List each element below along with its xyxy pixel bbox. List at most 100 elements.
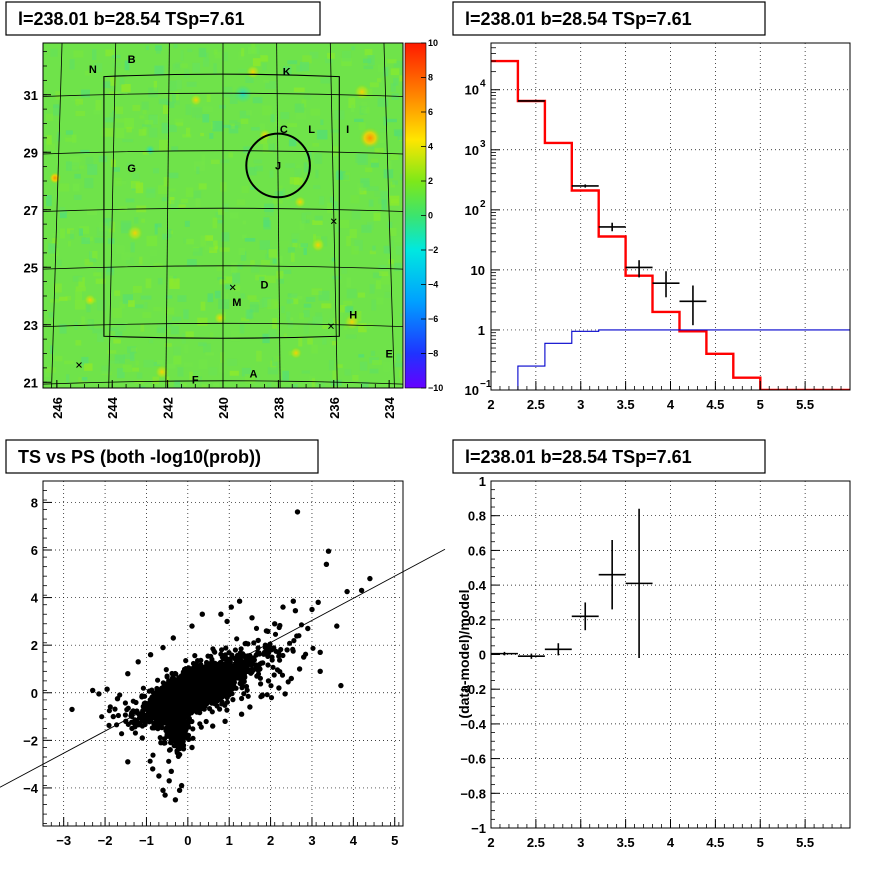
speckle-cell: [213, 240, 218, 250]
spectrum-grid: [490, 43, 850, 391]
speckle-cell: [322, 337, 327, 345]
speckle-cell: [84, 363, 93, 371]
y-tick-label: 10: [471, 263, 485, 278]
speckle-cell: [126, 257, 135, 265]
speckle-cell: [369, 186, 379, 191]
speckle-cell: [371, 162, 379, 168]
scatter-point: [104, 686, 110, 692]
residual-ylabel: (data-model)/model: [456, 589, 472, 718]
y-tick-exponent: 4: [480, 79, 486, 90]
hotspot: [344, 314, 360, 330]
target-circle: [245, 132, 311, 199]
scatter-point: [160, 644, 166, 651]
speckle-cell: [165, 363, 176, 369]
speckle-cell: [262, 297, 272, 308]
colorbar-tick-label: 2: [428, 176, 433, 186]
speckle-cell: [129, 352, 135, 361]
speckle-cell: [81, 356, 89, 366]
speckle-cell: [146, 235, 158, 247]
y-tick-label: 1: [478, 323, 485, 338]
speckle-cell: [86, 304, 91, 313]
y-tick-label: −4: [23, 781, 39, 796]
speckle-cell: [175, 387, 185, 388]
speckle-cell: [115, 331, 123, 338]
source-cross: [229, 284, 236, 291]
scatter-point: [176, 787, 183, 793]
speckle-cell: [233, 287, 240, 292]
scatter-point: [228, 604, 234, 610]
source-label-j: J: [275, 161, 281, 173]
speckle-cell: [53, 105, 61, 116]
speckle-cell: [173, 91, 179, 101]
scatter-point: [170, 635, 176, 641]
x-tick-label: 5.5: [796, 397, 814, 412]
y-tick-exponent: 2: [480, 199, 486, 210]
speckle-cell: [201, 384, 208, 388]
x-tick-label: 2: [487, 835, 494, 850]
speckle-cell: [75, 100, 79, 106]
speckle-cell: [241, 186, 249, 193]
speckle-cell: [322, 324, 329, 329]
speckle-cell: [113, 167, 120, 172]
scatter-point: [125, 671, 131, 677]
x-tick-label: 4: [350, 833, 358, 848]
speckle-cell: [121, 222, 131, 234]
speckle-cell: [112, 307, 122, 319]
speckle-cell: [312, 143, 319, 147]
y-tick-label: 0.2: [468, 613, 486, 628]
speckle-cell: [139, 115, 145, 119]
speckle-cell: [54, 355, 63, 362]
speckle-cell: [81, 89, 90, 98]
speckle-cell: [294, 103, 305, 113]
speckle-cell: [245, 76, 254, 83]
y-tick-label: 0: [479, 648, 486, 663]
speckle-cell: [173, 355, 182, 365]
speckle-cell: [81, 316, 85, 325]
speckle-cell: [267, 382, 272, 388]
speckle-cell: [102, 128, 114, 137]
scatter-point: [156, 773, 162, 779]
speckle-cell: [380, 191, 388, 199]
scatter-point: [294, 509, 301, 515]
source-label-i: I: [346, 124, 349, 136]
speckle-cell: [92, 49, 97, 60]
speckle-cell: [268, 329, 277, 338]
source-label-k: K: [283, 67, 291, 79]
speckle-cell: [343, 324, 348, 331]
y-tick-label: 1: [479, 474, 486, 489]
speckle-cell: [222, 203, 229, 212]
scatter-point: [309, 606, 315, 613]
speckle-cell: [169, 80, 177, 91]
speckle-cell: [307, 338, 313, 345]
speckle-cell: [119, 301, 125, 309]
speckle-cell: [52, 238, 58, 244]
colorbar-tick-label: 4: [428, 142, 433, 152]
speckle-cell: [354, 239, 363, 251]
meridian-line: [383, 43, 395, 388]
speckle-cell: [293, 87, 305, 92]
speckle-cell: [141, 218, 145, 223]
speckle-cell: [60, 228, 65, 239]
speckle-cell: [334, 311, 343, 320]
speckle-cell: [259, 299, 264, 309]
speckle-cell: [229, 370, 239, 376]
speckle-cell: [48, 243, 56, 254]
speckle-cell: [192, 246, 199, 252]
speckle-cell: [399, 173, 403, 181]
scatter-point: [344, 588, 350, 595]
speckle-cell: [229, 93, 238, 104]
speckle-cell: [119, 77, 125, 85]
y-tick-label: 4: [31, 591, 39, 606]
speckle-cell: [329, 318, 334, 325]
speckle-cell: [222, 52, 228, 62]
speckle-cell: [278, 185, 283, 191]
speckle-cell: [377, 98, 389, 107]
speckle-cell: [378, 271, 389, 276]
speckle-cell: [53, 283, 62, 293]
speckle-cell: [290, 293, 298, 297]
scatter-point: [139, 735, 145, 741]
skymap-coordinate-grid: [43, 43, 403, 388]
y-tick-label: −0.4: [460, 717, 486, 732]
speckle-cell: [396, 353, 403, 362]
speckle-cell: [185, 331, 194, 338]
